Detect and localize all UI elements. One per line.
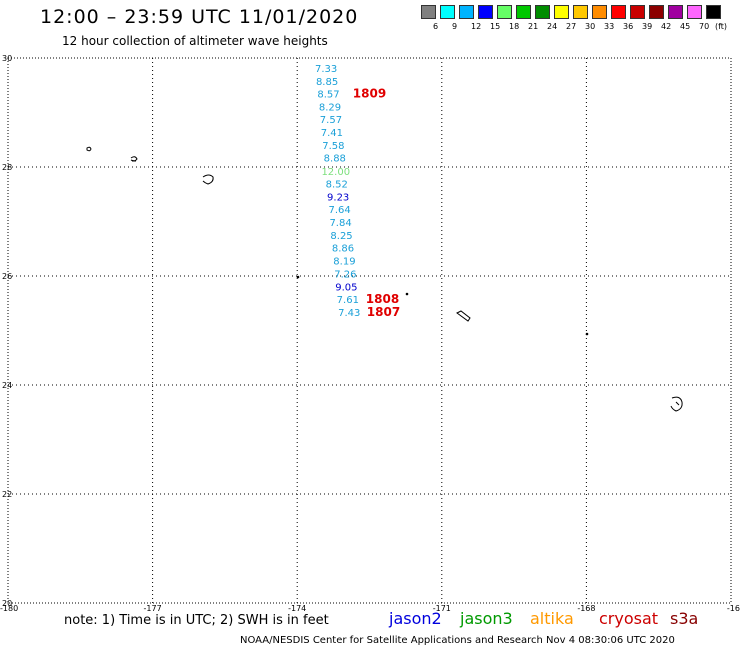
credit-line: NOAA/NESDIS Center for Satellite Applica…	[240, 635, 675, 646]
lat-tick-label: 28	[2, 163, 12, 172]
satellite-cryosat: cryosat	[599, 609, 659, 628]
swh-value: 7.57	[320, 115, 342, 126]
satellite-s3a: s3a	[670, 609, 699, 628]
axis-labels: -180 -177 -174 -171 -168 -16 30 28 26 24 22 20	[0, 54, 740, 613]
lat-tick-label: 20	[2, 599, 12, 608]
island-dot	[405, 292, 409, 296]
swh-value: 8.88	[324, 154, 346, 165]
swh-value: 8.57	[317, 89, 339, 100]
legend-swatch	[573, 5, 588, 19]
units-note: note: 1) Time is in UTC; 2) SWH is in fe…	[64, 613, 329, 628]
swh-value: 9.05	[335, 282, 357, 293]
lon-tick-label: -171	[433, 604, 451, 613]
legend-unit: (ft)	[715, 22, 728, 31]
island-shape	[130, 156, 138, 162]
swh-value: 7.43	[338, 308, 360, 319]
island-dot	[296, 275, 300, 279]
legend-label: 70	[699, 22, 710, 31]
legend-label: 45	[680, 22, 691, 31]
island-shape	[670, 396, 683, 412]
swh-value: 9.23	[327, 192, 349, 203]
lon-tick-label: -16	[727, 604, 740, 613]
swh-value: 8.85	[316, 77, 338, 88]
legend-swatch	[611, 5, 626, 19]
lon-tick-label: -168	[577, 604, 595, 613]
swh-value: 8.19	[333, 257, 355, 268]
legend-label: 27	[566, 22, 577, 31]
swh-value: 8.86	[332, 244, 354, 255]
grid-lines	[8, 58, 731, 603]
pass-time-label: 1809	[353, 86, 386, 100]
legend-label: 30	[585, 22, 596, 31]
legend-swatch	[668, 5, 683, 19]
lon-tick-label: -180	[0, 604, 18, 613]
island-shape	[202, 174, 214, 185]
map-subtitle: 12 hour collection of altimeter wave hei…	[62, 34, 328, 48]
island-outlines	[86, 146, 683, 412]
swh-value: 7.41	[321, 128, 343, 139]
legend-label: 39	[642, 22, 653, 31]
lat-tick-label: 26	[2, 272, 12, 281]
legend-swatch	[478, 5, 493, 19]
legend-label: 21	[528, 22, 539, 31]
lat-tick-label: 22	[2, 490, 12, 499]
legend-label: 15	[490, 22, 501, 31]
swh-value: 7.58	[322, 141, 344, 152]
legend-swatch	[516, 5, 531, 19]
swh-value: 12.00	[321, 167, 350, 178]
pass-time-label: 1807	[367, 305, 400, 319]
satellite-altika: altika	[530, 609, 574, 628]
legend-swatch	[649, 5, 664, 19]
island-shape	[86, 146, 92, 152]
swh-value: 8.52	[326, 179, 348, 190]
lat-tick-label: 30	[2, 54, 12, 63]
satellite-jason3: jason3	[460, 609, 513, 628]
legend-label: 9	[452, 22, 458, 31]
legend-swatch	[459, 5, 474, 19]
legend-label: 36	[623, 22, 634, 31]
swh-value: 8.25	[330, 231, 352, 242]
legend-swatch	[687, 5, 702, 19]
island-shape	[456, 310, 471, 322]
swh-value: 7.61	[337, 295, 359, 306]
pass-time-label: 1808	[366, 292, 399, 306]
legend-swatch	[554, 5, 569, 19]
lat-tick-label: 24	[2, 381, 12, 390]
lon-tick-label: -174	[288, 604, 306, 613]
legend-label: 6	[433, 22, 439, 31]
legend-swatch	[630, 5, 645, 19]
island-dot	[585, 332, 589, 336]
altimeter-track: 7.33 8.858.57 8.297.57 7.41 7.58 8.88 12.008.5…	[315, 64, 360, 319]
legend-swatch	[497, 5, 512, 19]
swh-value: 7.33	[315, 64, 337, 75]
swh-value: 7.84	[329, 218, 351, 229]
legend-swatch	[421, 5, 436, 19]
legend-label: 18	[509, 22, 520, 31]
map-frame	[7, 57, 732, 604]
legend-label: 12	[471, 22, 482, 31]
legend-label: 33	[604, 22, 615, 31]
lon-tick-label: -177	[144, 604, 162, 613]
legend-swatch	[440, 5, 455, 19]
legend-swatch	[535, 5, 550, 19]
legend-label: 24	[547, 22, 558, 31]
satellite-jason2: jason2	[389, 609, 442, 628]
swh-value: 8.29	[319, 103, 341, 114]
legend-swatch	[592, 5, 607, 19]
map-title: 12:00 – 23:59 UTC 11/01/2020	[40, 6, 359, 28]
swh-value: 7.64	[328, 205, 350, 216]
legend-swatch	[706, 5, 721, 19]
swh-value: 7.26	[334, 269, 356, 280]
legend-label: 42	[661, 22, 672, 31]
